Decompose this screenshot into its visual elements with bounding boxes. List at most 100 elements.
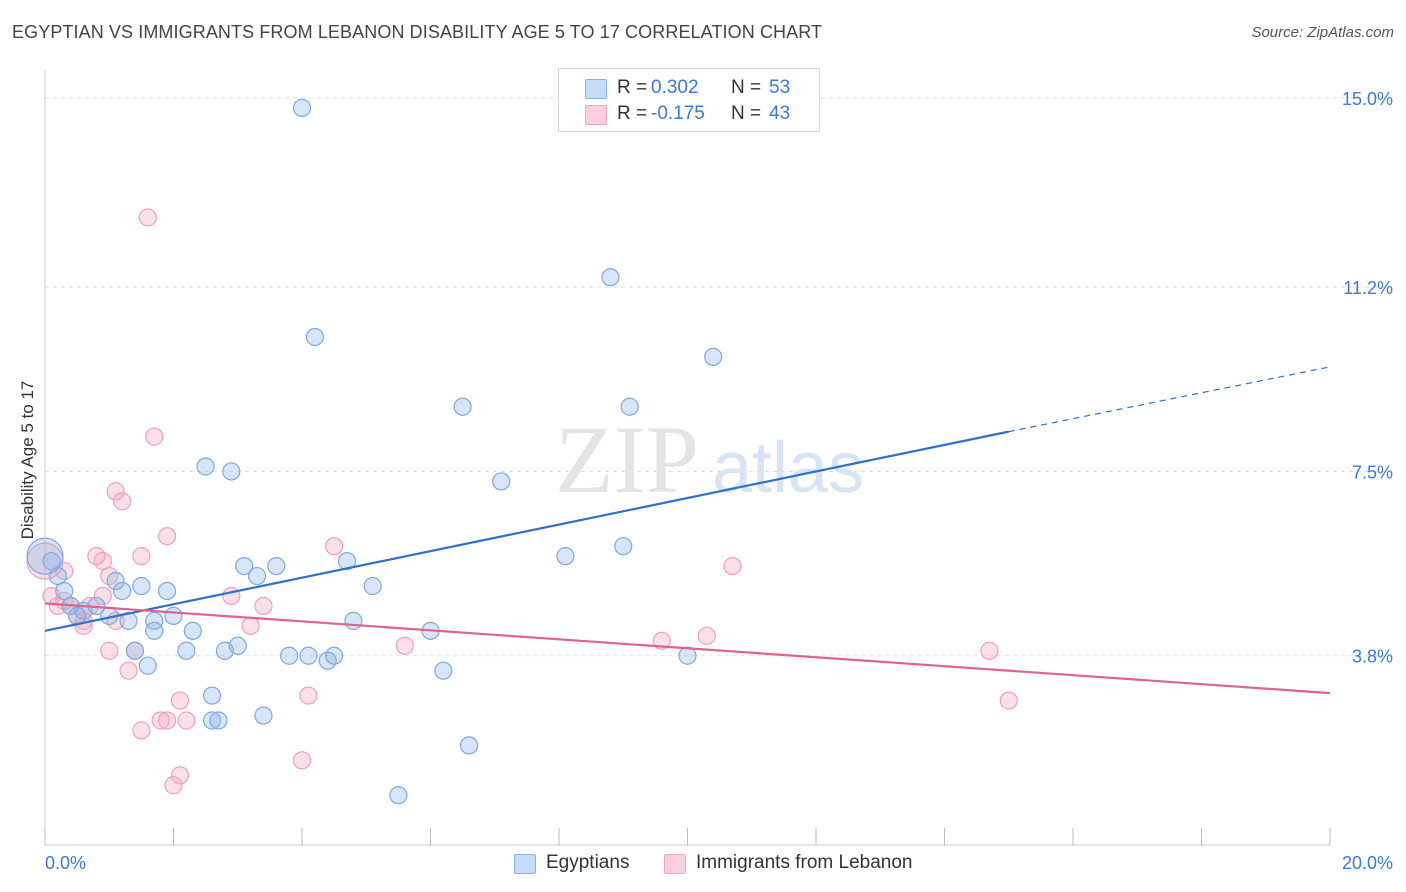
legend-n-value: 43 (769, 103, 791, 124)
legend-label-egyptians: Egyptians (546, 852, 630, 873)
data-point-egyptians (196, 457, 215, 476)
data-point-lebanon (170, 691, 190, 710)
data-point-egyptians (620, 397, 639, 416)
data-point-egyptians (389, 786, 408, 805)
data-point-egyptians (704, 347, 723, 367)
data-point-lebanon (652, 631, 671, 650)
data-point-lebanon (106, 482, 125, 501)
watermark-zip: ZIP (555, 406, 699, 513)
data-point-egyptians (459, 736, 479, 755)
y-axis-label: Disability Age 5 to 17 (18, 380, 37, 540)
data-point-egyptians (132, 576, 151, 596)
data-point-egyptians (344, 611, 363, 630)
data-point-lebanon (325, 537, 344, 556)
data-point-lebanon (138, 208, 157, 227)
data-point-egyptians (202, 686, 222, 705)
data-point-lebanon (93, 586, 112, 606)
data-point-egyptians (492, 472, 511, 491)
data-point-lebanon (980, 641, 999, 660)
data-point-lebanon (26, 542, 64, 580)
data-point-egyptians (202, 711, 222, 730)
data-point-egyptians (119, 611, 138, 630)
data-point-egyptians (112, 581, 132, 601)
data-point-lebanon (100, 641, 119, 660)
y-tick-label: 11.2% (1343, 278, 1393, 298)
legend-row-egyptians: R = 0.302 N = 53 (559, 75, 819, 101)
data-point-lebanon (254, 596, 273, 616)
data-point-lebanon (132, 547, 151, 566)
data-point-egyptians (678, 646, 697, 665)
data-point-egyptians (305, 327, 324, 347)
legend-swatch-egyptians (585, 79, 607, 99)
chart-title: EGYPTIAN VS IMMIGRANTS FROM LEBANON DISA… (12, 22, 823, 42)
data-point-lebanon (157, 527, 177, 546)
stats-legend: R = 0.302 N = 53 R = -0.175 N = 43 (558, 68, 820, 132)
data-point-lebanon (177, 711, 196, 730)
data-point-egyptians (138, 656, 157, 675)
legend-row-lebanon: R = -0.175 N = 43 (559, 101, 819, 127)
trend-lines (44, 366, 1331, 695)
data-point-egyptians (177, 641, 196, 660)
data-point-lebanon (241, 616, 260, 635)
data-point-lebanon (145, 427, 164, 446)
data-point-lebanon (119, 661, 138, 680)
grid-lines (45, 97, 1390, 657)
series-legend: Egyptians Immigrants from Lebanon (0, 852, 1406, 876)
data-point-lebanon (170, 766, 190, 785)
legend-r-value: 0.302 (651, 77, 699, 98)
data-point-egyptians (145, 621, 164, 640)
legend-r-value: -0.175 (651, 103, 705, 124)
x-tick-label: 20.0% (1342, 853, 1393, 873)
data-point-lebanon (999, 691, 1018, 710)
data-point-egyptians (247, 566, 267, 586)
source-label: Source: ZipAtlas.com (1251, 24, 1394, 41)
legend-r-label: R = (617, 77, 648, 98)
axes (44, 70, 1331, 846)
legend-swatch-lebanon (585, 105, 607, 125)
y-tick-label: 3.8% (1352, 647, 1393, 667)
data-point-lebanon (112, 492, 132, 511)
data-point-egyptians (145, 611, 164, 630)
data-point-egyptians (26, 537, 64, 575)
data-point-egyptians (363, 576, 382, 596)
y-tick-label: 15.0% (1342, 89, 1393, 109)
trend-line-lebanon (44, 602, 1331, 695)
data-point-egyptians (267, 556, 286, 576)
legend-r-label: R = (617, 103, 648, 124)
data-point-egyptians (337, 552, 357, 571)
watermark-atlas: atlas (712, 428, 864, 508)
data-point-egyptians (164, 606, 183, 625)
data-point-egyptians (292, 98, 312, 117)
data-point-egyptians (434, 661, 453, 680)
data-point-egyptians (125, 641, 145, 660)
data-point-lebanon (292, 751, 312, 770)
legend-label-lebanon: Immigrants from Lebanon (696, 852, 913, 873)
data-point-egyptians (325, 646, 344, 665)
data-point-lebanon (151, 711, 170, 730)
legend-n-value: 53 (769, 77, 791, 98)
watermark: ZIP atlas (555, 406, 864, 513)
data-point-egyptians (209, 711, 228, 730)
data-point-lebanon (697, 626, 716, 645)
data-point-egyptians (183, 621, 202, 640)
y-tick-label: 7.5% (1352, 462, 1393, 482)
data-point-lebanon (723, 556, 742, 576)
legend-n-label: N = (731, 77, 762, 98)
legend-swatch-egyptians (514, 854, 536, 874)
series-egyptians-points (26, 98, 723, 805)
data-point-egyptians (601, 268, 620, 287)
legend-swatch-lebanon (664, 854, 686, 874)
x-tick-label: 0.0% (45, 853, 86, 873)
tick-labels: 3.8% 7.5% 11.2% 15.0% 0.0% 20.0% (45, 89, 1393, 873)
data-point-lebanon (132, 721, 151, 740)
data-point-egyptians (254, 706, 273, 725)
data-point-egyptians (614, 537, 633, 556)
data-point-egyptians (299, 646, 318, 665)
data-point-egyptians (453, 397, 472, 416)
data-point-lebanon (395, 636, 414, 655)
data-point-lebanon (164, 776, 183, 795)
data-point-egyptians (228, 636, 247, 655)
data-point-egyptians (280, 646, 299, 665)
trend-line-egyptians-extension (1008, 366, 1331, 433)
